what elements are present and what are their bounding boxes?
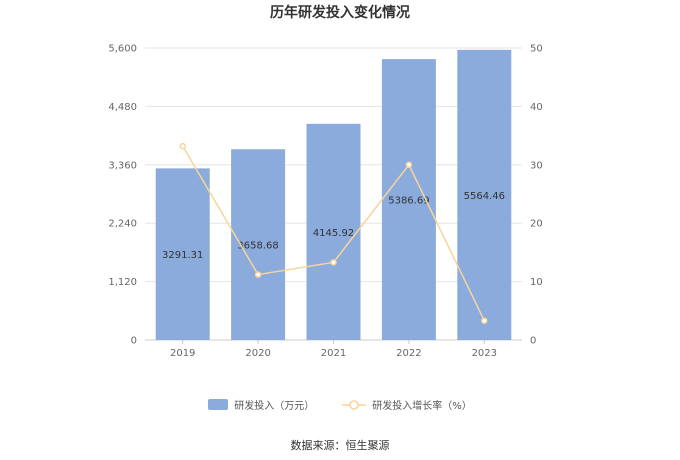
data-source: 数据来源：恒生聚源 — [290, 439, 390, 452]
y-left-tick-label: 3,360 — [108, 160, 137, 171]
legend-bar-swatch — [208, 399, 229, 410]
y-left-tick-label: 4,480 — [108, 102, 137, 113]
growth-point — [405, 161, 413, 169]
y-right-tick-label: 30 — [530, 160, 543, 171]
bar-value-label: 5386.69 — [388, 196, 429, 207]
growth-point — [481, 317, 488, 324]
x-tick-label: 2020 — [245, 348, 270, 359]
bar — [155, 168, 210, 340]
y-left-tick-label: 2,240 — [108, 219, 137, 230]
bar-value-label: 4145.92 — [313, 228, 354, 239]
x-tick-label: 2022 — [396, 348, 421, 359]
growth-point — [254, 271, 262, 278]
y-left-tick-label: 0 — [131, 336, 137, 347]
chart-title: 历年研发投入变化情况 — [270, 5, 410, 21]
y-right-tick-label: 20 — [530, 219, 543, 230]
bar — [381, 59, 436, 341]
y-left-tick-label: 1,120 — [108, 277, 137, 288]
legend-item-line[interactable]: 研发投入增长率（%） — [342, 397, 472, 412]
legend: 研发投入（万元） 研发投入增长率（%） — [0, 397, 680, 412]
growth-point — [330, 259, 337, 266]
legend-bar-label: 研发投入（万元） — [234, 401, 315, 412]
y-right-tick-label: 10 — [530, 277, 543, 288]
y-right-tick-label: 40 — [530, 102, 543, 113]
y-right-tick-label: 0 — [530, 336, 536, 347]
growth-point — [179, 142, 186, 150]
x-tick-label: 2023 — [472, 348, 497, 359]
bar-value-label: 5564.46 — [464, 191, 505, 202]
x-tick-label: 2019 — [170, 348, 195, 359]
legend-line-swatch — [342, 399, 367, 410]
legend-line-label: 研发投入增长率（%） — [372, 401, 472, 412]
y-right-tick-label: 50 — [530, 44, 543, 55]
bar — [306, 123, 361, 340]
x-tick-label: 2021 — [321, 348, 346, 359]
bar-value-label: 3658.68 — [237, 241, 278, 252]
bar — [457, 49, 512, 341]
legend-item-bar[interactable]: 研发投入（万元） — [208, 397, 314, 412]
bar-value-label: 3291.31 — [162, 250, 203, 261]
y-left-tick-label: 5,600 — [108, 44, 137, 55]
